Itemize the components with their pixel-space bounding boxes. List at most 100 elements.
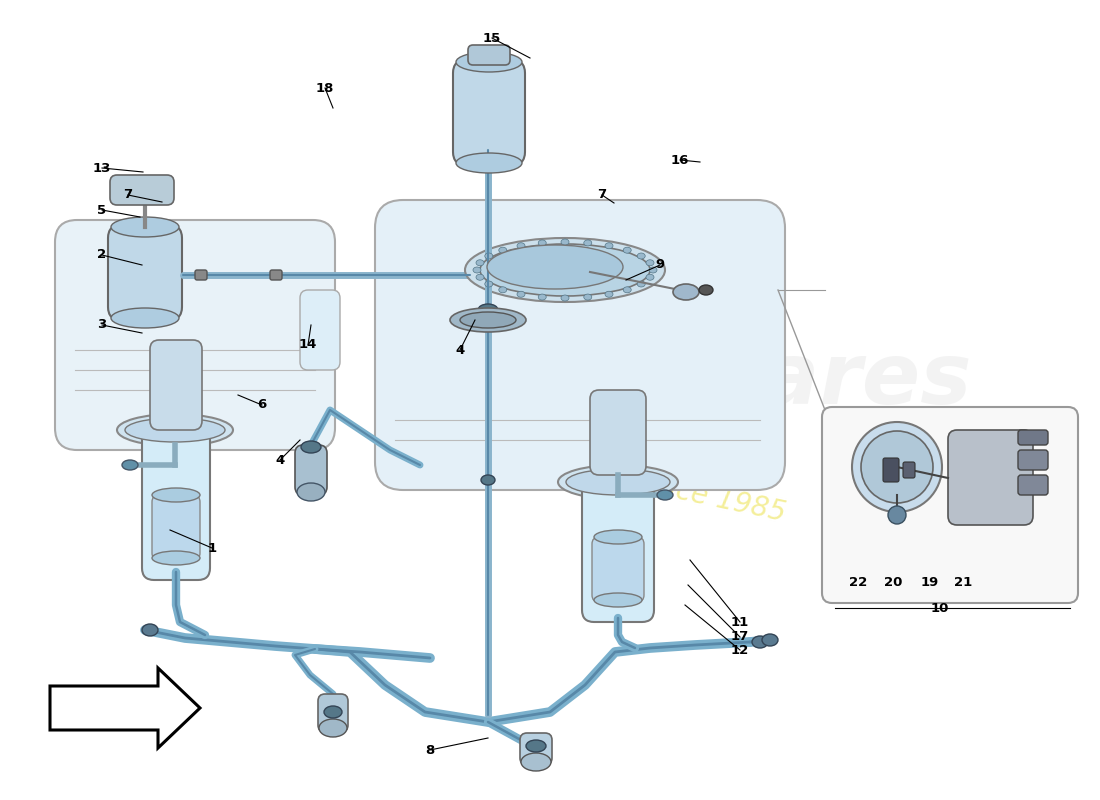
Ellipse shape xyxy=(517,291,525,298)
FancyBboxPatch shape xyxy=(150,340,202,430)
Ellipse shape xyxy=(450,308,526,332)
Ellipse shape xyxy=(319,719,346,737)
Text: 15: 15 xyxy=(483,31,502,45)
FancyBboxPatch shape xyxy=(152,495,200,560)
Ellipse shape xyxy=(852,422,942,512)
Ellipse shape xyxy=(301,441,321,453)
Text: 7: 7 xyxy=(597,189,606,202)
Ellipse shape xyxy=(480,244,650,296)
Ellipse shape xyxy=(478,304,498,316)
Ellipse shape xyxy=(673,284,698,300)
FancyBboxPatch shape xyxy=(468,45,510,65)
FancyBboxPatch shape xyxy=(948,430,1033,525)
Ellipse shape xyxy=(888,506,906,524)
Text: 12: 12 xyxy=(730,643,749,657)
Text: 11: 11 xyxy=(730,615,749,629)
Text: 5: 5 xyxy=(98,203,107,217)
Ellipse shape xyxy=(561,239,569,245)
Ellipse shape xyxy=(122,460,138,470)
Ellipse shape xyxy=(460,312,516,328)
Ellipse shape xyxy=(605,242,613,249)
Ellipse shape xyxy=(646,260,654,266)
Ellipse shape xyxy=(517,242,525,249)
Text: 2: 2 xyxy=(98,249,107,262)
Ellipse shape xyxy=(324,706,342,718)
FancyBboxPatch shape xyxy=(55,220,336,450)
Text: 6: 6 xyxy=(257,398,266,411)
Ellipse shape xyxy=(584,294,592,300)
Ellipse shape xyxy=(752,636,768,648)
Text: 14: 14 xyxy=(299,338,317,351)
Ellipse shape xyxy=(561,295,569,301)
Text: 17: 17 xyxy=(730,630,749,643)
Text: 21: 21 xyxy=(954,575,972,589)
FancyBboxPatch shape xyxy=(883,458,899,482)
Ellipse shape xyxy=(861,431,933,503)
Ellipse shape xyxy=(125,418,226,442)
Ellipse shape xyxy=(152,488,200,502)
Ellipse shape xyxy=(142,624,158,636)
FancyBboxPatch shape xyxy=(1018,450,1048,470)
Text: 10: 10 xyxy=(931,602,949,614)
Ellipse shape xyxy=(594,530,642,544)
Ellipse shape xyxy=(566,469,670,495)
Ellipse shape xyxy=(297,483,324,501)
Text: 19: 19 xyxy=(921,575,939,589)
Ellipse shape xyxy=(521,753,551,771)
Text: 4: 4 xyxy=(275,454,285,466)
Text: eurospares: eurospares xyxy=(428,338,972,422)
Ellipse shape xyxy=(762,634,778,646)
FancyBboxPatch shape xyxy=(1018,475,1048,495)
Ellipse shape xyxy=(538,294,547,300)
Ellipse shape xyxy=(558,465,678,499)
FancyBboxPatch shape xyxy=(592,537,644,602)
Ellipse shape xyxy=(649,267,657,273)
Text: a passion for parts since 1985: a passion for parts since 1985 xyxy=(372,413,788,527)
FancyBboxPatch shape xyxy=(453,60,525,165)
Ellipse shape xyxy=(584,240,592,246)
Text: 18: 18 xyxy=(316,82,334,94)
FancyBboxPatch shape xyxy=(822,407,1078,603)
Ellipse shape xyxy=(624,286,631,293)
Text: 3: 3 xyxy=(98,318,107,331)
FancyBboxPatch shape xyxy=(582,477,654,622)
Ellipse shape xyxy=(456,153,522,173)
Ellipse shape xyxy=(111,308,179,328)
Text: 9: 9 xyxy=(656,258,664,271)
FancyBboxPatch shape xyxy=(1018,430,1048,445)
Text: 22: 22 xyxy=(849,575,867,589)
Ellipse shape xyxy=(526,740,546,752)
FancyBboxPatch shape xyxy=(195,270,207,280)
Ellipse shape xyxy=(498,247,507,254)
Ellipse shape xyxy=(456,52,522,72)
Polygon shape xyxy=(50,668,200,748)
Ellipse shape xyxy=(152,551,200,565)
Ellipse shape xyxy=(485,253,493,259)
Ellipse shape xyxy=(476,260,484,266)
Ellipse shape xyxy=(481,475,495,485)
FancyBboxPatch shape xyxy=(590,390,646,475)
Text: 1: 1 xyxy=(208,542,217,554)
Ellipse shape xyxy=(465,238,666,302)
FancyBboxPatch shape xyxy=(375,200,785,490)
Ellipse shape xyxy=(111,217,179,237)
FancyBboxPatch shape xyxy=(300,290,340,370)
FancyBboxPatch shape xyxy=(108,225,182,320)
Ellipse shape xyxy=(487,245,623,289)
FancyBboxPatch shape xyxy=(142,425,210,580)
Ellipse shape xyxy=(624,247,631,254)
Text: 13: 13 xyxy=(92,162,111,174)
Ellipse shape xyxy=(646,274,654,280)
Text: 7: 7 xyxy=(123,189,133,202)
Ellipse shape xyxy=(637,281,646,287)
Text: 8: 8 xyxy=(426,743,434,757)
Ellipse shape xyxy=(538,240,547,246)
Ellipse shape xyxy=(637,253,646,259)
Ellipse shape xyxy=(605,291,613,298)
Ellipse shape xyxy=(594,593,642,607)
Ellipse shape xyxy=(498,286,507,293)
Text: 4: 4 xyxy=(455,343,464,357)
FancyBboxPatch shape xyxy=(270,270,282,280)
FancyBboxPatch shape xyxy=(318,694,348,732)
Ellipse shape xyxy=(476,274,484,280)
